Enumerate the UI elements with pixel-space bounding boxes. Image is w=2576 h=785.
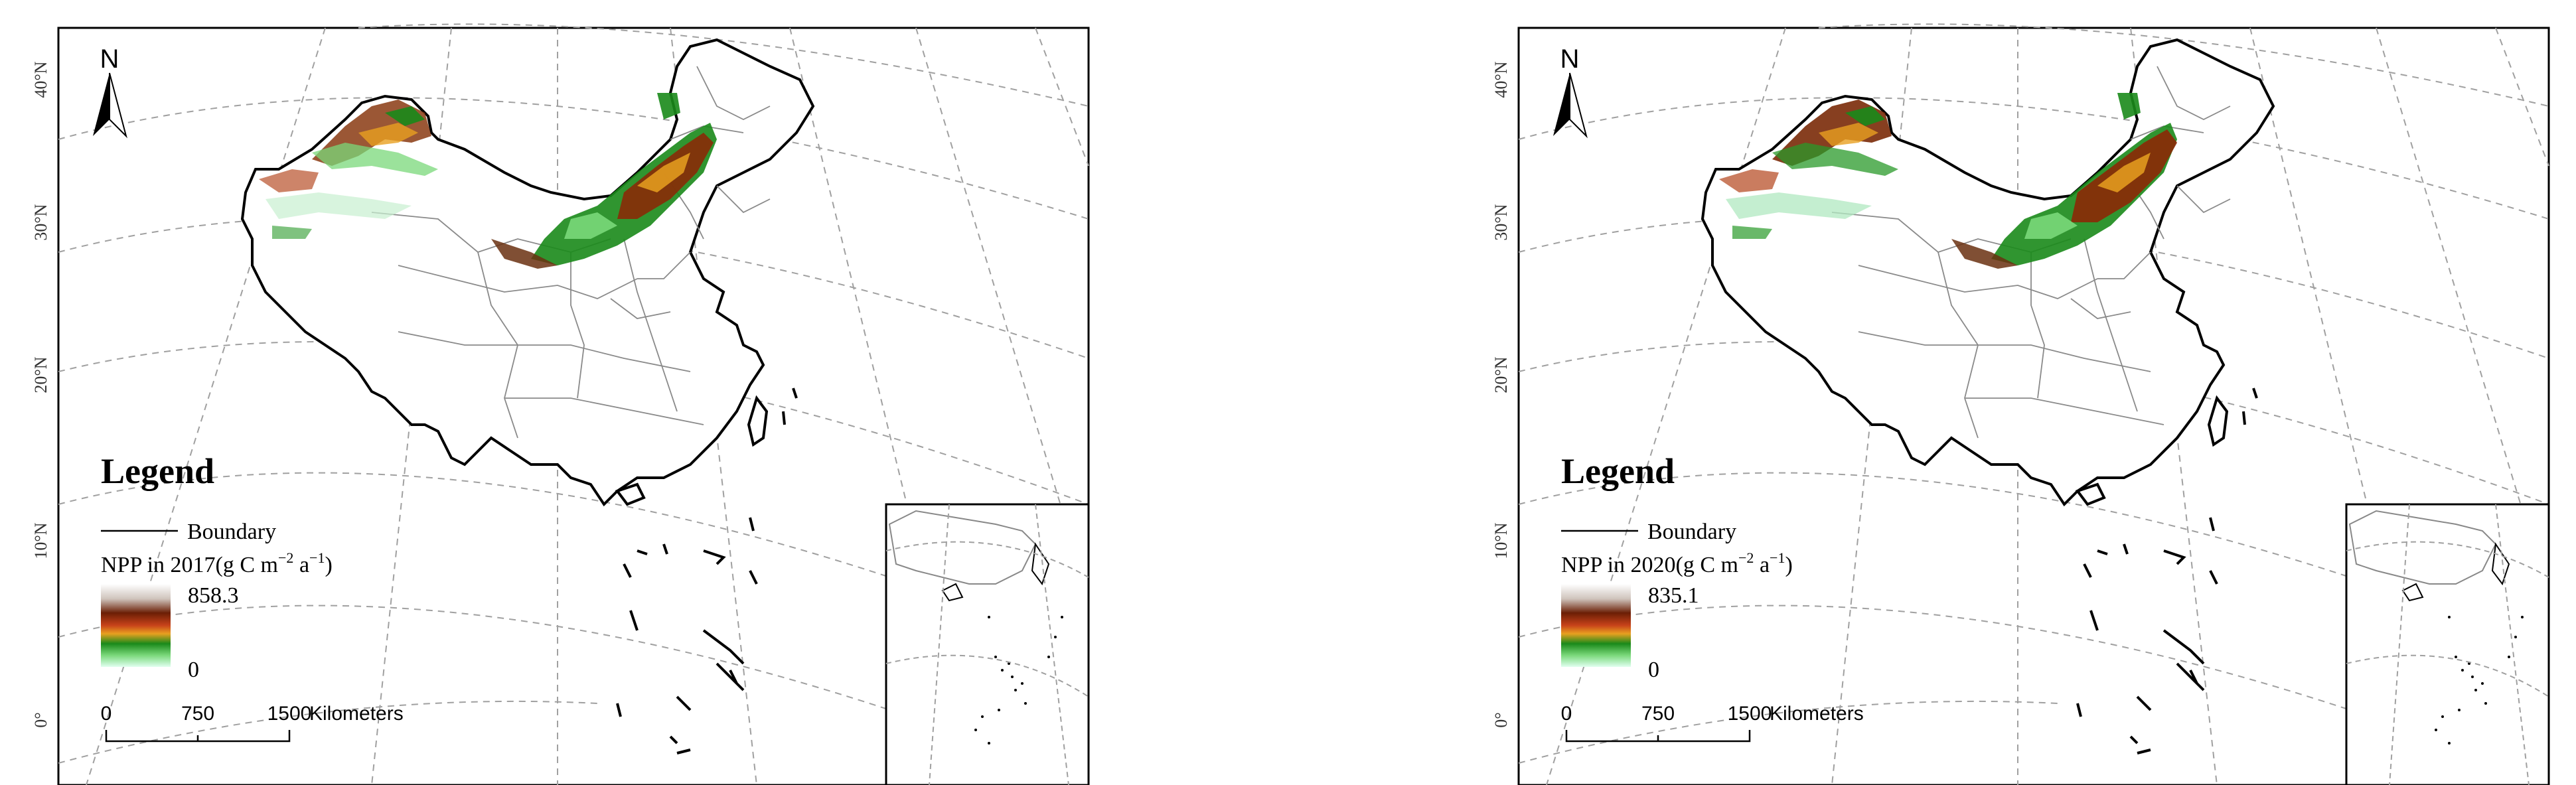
legend: Legend Boundary NPP in 2017(g C m−2 a−1)… — [101, 451, 333, 682]
islands — [615, 388, 798, 754]
legend-min-value: 0 — [1648, 658, 1659, 682]
north-arrow-label: N — [100, 44, 119, 74]
scale-tick-1500: 1500 — [1728, 703, 1772, 725]
legend-boundary-label: Boundary — [187, 520, 276, 544]
lat-label-20: 20°N — [1491, 356, 1511, 393]
legend: Legend Boundary NPP in 2020(g C m−2 a−1)… — [1561, 451, 1793, 682]
scale-bar: 0 750 1500 Kilometers — [101, 703, 404, 743]
map-panel-2017: 40°N 30°N 20°N 10°N 0° N Legend Boundary… — [0, 0, 1095, 785]
lat-label-40: 40°N — [1491, 61, 1511, 98]
lat-label-10: 10°N — [31, 522, 50, 559]
scale-unit: Kilometers — [309, 703, 404, 725]
scale-tick-0: 0 — [1561, 703, 1572, 725]
map-frame — [57, 27, 1090, 785]
latitude-labels: 40°N 30°N 20°N 10°N 0° — [31, 61, 50, 728]
npp-raster-west — [259, 100, 438, 239]
npp-raster-north — [491, 93, 717, 269]
scale-tick-1500: 1500 — [267, 703, 312, 725]
china-boundary — [1701, 38, 2275, 507]
china-boundary — [240, 38, 815, 507]
map-svg-2017: 40°N 30°N 20°N 10°N 0° N Legend Boundary… — [31, 23, 1090, 785]
lat-label-30: 30°N — [1491, 204, 1511, 240]
legend-color-ramp — [1561, 584, 1631, 667]
legend-color-ramp — [101, 584, 171, 667]
latitude-labels: 40°N 30°N 20°N 10°N 0° — [1491, 61, 1511, 728]
scale-tick-750: 750 — [181, 703, 214, 725]
lat-label-0: 0° — [1491, 712, 1511, 727]
south-china-sea-inset — [885, 503, 1090, 785]
scale-bar: 0 750 1500 Kilometers — [1561, 703, 1864, 743]
legend-npp-label: NPP in 2017(g C m−2 a−1) — [101, 549, 333, 577]
scale-unit: Kilometers — [1770, 703, 1864, 725]
map-panel-2020: 40°N 30°N 20°N 10°N 0° N Legend Boundary… — [1460, 0, 2576, 785]
legend-min-value: 0 — [188, 658, 199, 682]
legend-max-value: 858.3 — [188, 583, 239, 608]
map-frame — [1517, 27, 2550, 785]
lat-label-30: 30°N — [31, 204, 50, 240]
lat-label-40: 40°N — [31, 61, 50, 98]
legend-title: Legend — [101, 451, 214, 491]
legend-max-value: 835.1 — [1648, 583, 1699, 608]
islands — [2075, 388, 2258, 754]
npp-raster-west — [1719, 100, 1898, 239]
south-china-sea-inset — [2345, 503, 2550, 785]
legend-title: Legend — [1561, 451, 1675, 491]
legend-boundary-label: Boundary — [1647, 520, 1736, 544]
lat-label-10: 10°N — [1491, 522, 1511, 559]
province-lines — [371, 66, 771, 439]
north-arrow: N — [1553, 44, 1588, 139]
lat-label-20: 20°N — [31, 356, 50, 393]
scale-tick-0: 0 — [101, 703, 112, 725]
legend-npp-label: NPP in 2020(g C m−2 a−1) — [1561, 549, 1793, 577]
lat-label-0: 0° — [31, 712, 50, 727]
map-svg-2020: 40°N 30°N 20°N 10°N 0° N Legend Boundary… — [1491, 23, 2550, 785]
north-arrow: N — [93, 44, 127, 139]
north-arrow-label: N — [1560, 44, 1580, 74]
npp-raster-north — [1951, 93, 2177, 269]
scale-tick-750: 750 — [1641, 703, 1675, 725]
